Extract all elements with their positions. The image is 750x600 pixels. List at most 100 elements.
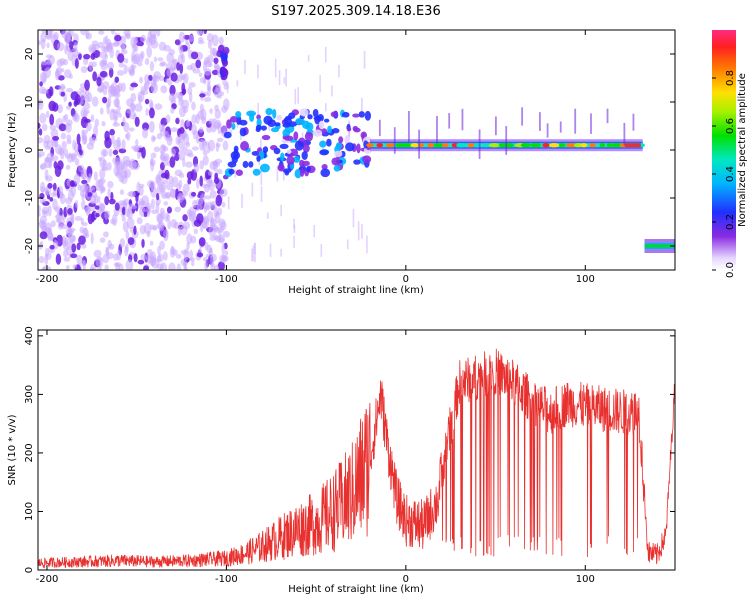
noise-blob xyxy=(113,109,121,115)
noise-blob xyxy=(99,178,106,184)
noise-blob xyxy=(94,205,100,210)
noise-streak xyxy=(346,239,349,250)
transition-blob xyxy=(338,136,344,144)
noise-blob xyxy=(188,82,196,88)
transition-blob xyxy=(229,115,238,123)
noise-blob xyxy=(107,188,111,199)
noise-blob xyxy=(120,49,128,55)
noise-blob xyxy=(177,138,182,144)
noise-blob xyxy=(177,226,182,237)
transition-blob xyxy=(256,155,261,162)
noise-blob xyxy=(46,266,52,270)
noise-blob xyxy=(173,221,179,230)
y-tick-label: 300 xyxy=(24,385,35,404)
noise-blob xyxy=(52,135,60,141)
carrier-segment xyxy=(366,143,374,148)
carrier-segment xyxy=(606,143,613,148)
noise-blob xyxy=(54,206,58,212)
noise-blob xyxy=(154,103,163,110)
noise-blob xyxy=(180,48,184,60)
noise-blob xyxy=(166,214,171,221)
noise-blob xyxy=(102,81,110,90)
noise-blob xyxy=(81,221,88,227)
noise-blob xyxy=(125,259,134,270)
noise-blob xyxy=(48,86,54,97)
noise-blob xyxy=(83,118,91,123)
noise-blob xyxy=(106,103,110,115)
noise-blob xyxy=(141,195,150,207)
noise-blob xyxy=(90,114,95,123)
noise-blob xyxy=(97,41,105,49)
snr-x-ticks: -200 -100 0 100 xyxy=(36,330,595,585)
noise-blob xyxy=(205,195,212,200)
noise-blob xyxy=(150,39,159,49)
carrier-segment xyxy=(427,143,434,148)
noise-blob xyxy=(178,92,184,102)
noise-blob xyxy=(189,214,193,220)
noise-blob xyxy=(38,40,42,46)
carrier-segment xyxy=(530,143,542,148)
noise-blob xyxy=(178,179,183,189)
noise-blob xyxy=(195,59,202,69)
noise-streak xyxy=(276,165,279,182)
transition-blob xyxy=(239,119,248,126)
transition-blob xyxy=(293,156,301,163)
noise-streak xyxy=(338,64,340,78)
noise-blob xyxy=(44,156,50,162)
noise-blob xyxy=(80,172,87,180)
noise-blob xyxy=(152,224,158,230)
noise-blob xyxy=(142,128,149,139)
noise-blob xyxy=(108,67,114,78)
noise-blob xyxy=(163,251,168,261)
noise-streak xyxy=(293,235,295,248)
noise-blob xyxy=(137,259,145,265)
transition-blob xyxy=(265,107,273,116)
noise-blob xyxy=(191,114,198,124)
noise-blob xyxy=(160,61,167,67)
noise-blob xyxy=(125,208,130,218)
y-tick-label: -10 xyxy=(24,190,35,206)
noise-blob xyxy=(99,51,108,59)
transition-blob xyxy=(299,108,309,117)
noise-blob xyxy=(123,159,132,167)
noise-blob xyxy=(196,178,200,189)
transition-blob xyxy=(345,142,355,152)
noise-blob xyxy=(196,204,203,211)
noise-blob xyxy=(89,137,98,142)
noise-blob xyxy=(48,100,57,112)
noise-streak xyxy=(361,97,363,114)
colorbar-gradient xyxy=(712,30,736,270)
noise-blob xyxy=(121,139,126,151)
snr-y-ticks: 0 100 200 300 400 xyxy=(24,326,675,573)
noise-blob xyxy=(121,216,126,222)
carrier-hot-segment xyxy=(624,143,641,148)
noise-blob xyxy=(108,148,113,157)
noise-streak xyxy=(294,88,297,105)
noise-blob xyxy=(169,84,176,96)
noise-blob xyxy=(104,210,109,221)
noise-burst-blob xyxy=(221,53,228,62)
noise-blob xyxy=(109,128,115,136)
noise-blob xyxy=(198,36,204,43)
noise-blob xyxy=(150,198,155,210)
noise-blob xyxy=(207,84,212,92)
noise-blob xyxy=(148,107,155,119)
noise-blob xyxy=(68,73,73,80)
transition-blob xyxy=(323,118,330,123)
spectrogram-marks xyxy=(38,30,675,270)
noise-blob xyxy=(190,191,197,197)
transition-blob xyxy=(272,108,277,119)
noise-blob xyxy=(160,211,166,220)
noise-blob xyxy=(136,41,144,47)
noise-blob xyxy=(222,79,228,86)
y-tick-label: 100 xyxy=(24,502,35,521)
noise-blob xyxy=(218,230,222,238)
noise-blob xyxy=(202,141,210,146)
noise-blob xyxy=(61,30,68,39)
noise-blob xyxy=(176,253,182,259)
noise-blob xyxy=(111,214,118,226)
noise-blob xyxy=(199,77,207,84)
shifted-carrier-core xyxy=(644,244,675,248)
noise-blob xyxy=(138,52,144,63)
noise-blob xyxy=(41,206,50,214)
